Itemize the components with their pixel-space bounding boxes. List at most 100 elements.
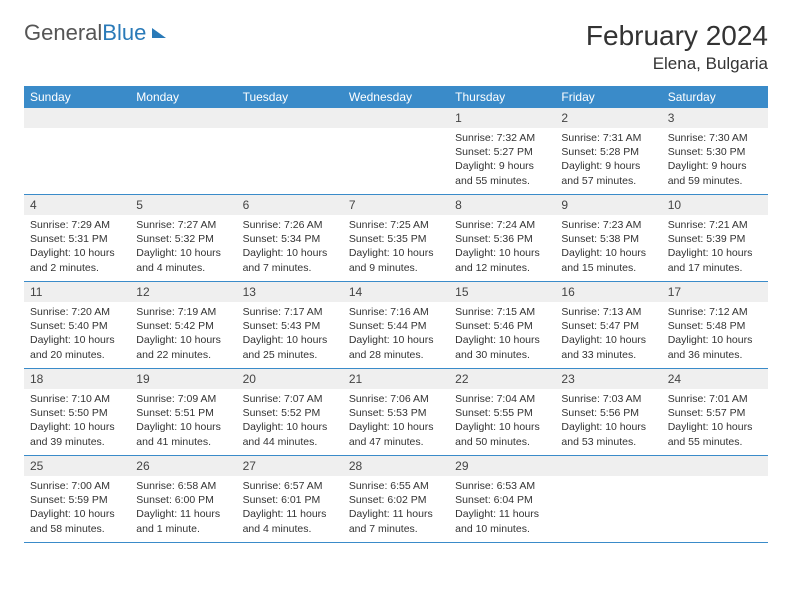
day-cell: 9Sunrise: 7:23 AMSunset: 5:38 PMDaylight…	[555, 195, 661, 281]
day-line: Daylight: 10 hours	[136, 420, 230, 434]
day-line: Sunrise: 7:29 AM	[30, 218, 124, 232]
day-body: Sunrise: 7:27 AMSunset: 5:32 PMDaylight:…	[130, 215, 236, 281]
day-cell: 16Sunrise: 7:13 AMSunset: 5:47 PMDayligh…	[555, 282, 661, 368]
day-number: 6	[237, 195, 343, 215]
day-body: Sunrise: 7:13 AMSunset: 5:47 PMDaylight:…	[555, 302, 661, 368]
day-line: and 39 minutes.	[30, 435, 124, 449]
day-number: 8	[449, 195, 555, 215]
logo-text: GeneralBlue	[24, 20, 146, 46]
day-line: and 7 minutes.	[349, 522, 443, 536]
logo-text-1: General	[24, 20, 102, 45]
day-line: Sunrise: 6:55 AM	[349, 479, 443, 493]
day-line: and 50 minutes.	[455, 435, 549, 449]
day-line: Daylight: 10 hours	[561, 246, 655, 260]
day-line: Sunset: 5:59 PM	[30, 493, 124, 507]
day-number: 11	[24, 282, 130, 302]
day-line: and 58 minutes.	[30, 522, 124, 536]
day-cell-empty	[237, 108, 343, 194]
day-number-empty	[662, 456, 768, 476]
week-row: 4Sunrise: 7:29 AMSunset: 5:31 PMDaylight…	[24, 195, 768, 282]
day-number: 22	[449, 369, 555, 389]
weekday-sat: Saturday	[662, 86, 768, 108]
day-line: Sunrise: 7:20 AM	[30, 305, 124, 319]
calendar: Sunday Monday Tuesday Wednesday Thursday…	[24, 86, 768, 543]
day-line: Sunrise: 7:26 AM	[243, 218, 337, 232]
day-line: and 22 minutes.	[136, 348, 230, 362]
day-line: Sunrise: 7:09 AM	[136, 392, 230, 406]
day-body: Sunrise: 7:01 AMSunset: 5:57 PMDaylight:…	[662, 389, 768, 455]
day-line: and 30 minutes.	[455, 348, 549, 362]
day-cell: 8Sunrise: 7:24 AMSunset: 5:36 PMDaylight…	[449, 195, 555, 281]
weekday-wed: Wednesday	[343, 86, 449, 108]
day-body: Sunrise: 7:24 AMSunset: 5:36 PMDaylight:…	[449, 215, 555, 281]
day-line: Daylight: 10 hours	[30, 507, 124, 521]
day-body: Sunrise: 7:23 AMSunset: 5:38 PMDaylight:…	[555, 215, 661, 281]
day-line: Daylight: 9 hours	[455, 159, 549, 173]
day-line: Daylight: 10 hours	[668, 420, 762, 434]
day-line: and 33 minutes.	[561, 348, 655, 362]
day-line: and 4 minutes.	[136, 261, 230, 275]
day-line: Daylight: 10 hours	[455, 420, 549, 434]
day-line: and 55 minutes.	[455, 174, 549, 188]
day-number-empty	[555, 456, 661, 476]
day-line: Sunrise: 6:57 AM	[243, 479, 337, 493]
day-line: Sunset: 5:27 PM	[455, 145, 549, 159]
day-cell: 4Sunrise: 7:29 AMSunset: 5:31 PMDaylight…	[24, 195, 130, 281]
day-line: Sunset: 5:48 PM	[668, 319, 762, 333]
day-line: Sunset: 5:34 PM	[243, 232, 337, 246]
day-number: 13	[237, 282, 343, 302]
weekday-fri: Friday	[555, 86, 661, 108]
day-line: Sunset: 5:52 PM	[243, 406, 337, 420]
day-number: 25	[24, 456, 130, 476]
day-line: Sunset: 5:57 PM	[668, 406, 762, 420]
day-line: Sunset: 5:50 PM	[30, 406, 124, 420]
day-line: Daylight: 10 hours	[136, 246, 230, 260]
day-line: Sunset: 5:28 PM	[561, 145, 655, 159]
day-line: and 10 minutes.	[455, 522, 549, 536]
day-line: Sunset: 5:30 PM	[668, 145, 762, 159]
day-line: Sunrise: 7:07 AM	[243, 392, 337, 406]
day-line: and 44 minutes.	[243, 435, 337, 449]
day-line: and 2 minutes.	[30, 261, 124, 275]
day-body: Sunrise: 7:17 AMSunset: 5:43 PMDaylight:…	[237, 302, 343, 368]
day-line: Daylight: 10 hours	[668, 333, 762, 347]
day-number: 12	[130, 282, 236, 302]
day-line: Daylight: 10 hours	[349, 420, 443, 434]
day-body: Sunrise: 6:55 AMSunset: 6:02 PMDaylight:…	[343, 476, 449, 542]
day-number: 2	[555, 108, 661, 128]
day-number: 27	[237, 456, 343, 476]
day-cell: 20Sunrise: 7:07 AMSunset: 5:52 PMDayligh…	[237, 369, 343, 455]
day-cell: 3Sunrise: 7:30 AMSunset: 5:30 PMDaylight…	[662, 108, 768, 194]
day-line: Sunrise: 7:24 AM	[455, 218, 549, 232]
day-body: Sunrise: 7:20 AMSunset: 5:40 PMDaylight:…	[24, 302, 130, 368]
day-line: Sunset: 5:51 PM	[136, 406, 230, 420]
day-line: Sunrise: 7:27 AM	[136, 218, 230, 232]
day-number: 14	[343, 282, 449, 302]
weekday-tue: Tuesday	[237, 86, 343, 108]
day-line: Daylight: 11 hours	[455, 507, 549, 521]
day-line: Sunset: 5:36 PM	[455, 232, 549, 246]
day-line: Sunset: 6:00 PM	[136, 493, 230, 507]
day-line: Daylight: 10 hours	[30, 246, 124, 260]
day-line: Daylight: 10 hours	[136, 333, 230, 347]
day-line: Daylight: 10 hours	[349, 333, 443, 347]
day-line: Daylight: 11 hours	[136, 507, 230, 521]
day-body: Sunrise: 7:30 AMSunset: 5:30 PMDaylight:…	[662, 128, 768, 194]
day-number: 23	[555, 369, 661, 389]
day-body: Sunrise: 7:15 AMSunset: 5:46 PMDaylight:…	[449, 302, 555, 368]
day-line: Sunset: 5:35 PM	[349, 232, 443, 246]
day-number-empty	[24, 108, 130, 128]
day-body: Sunrise: 6:53 AMSunset: 6:04 PMDaylight:…	[449, 476, 555, 542]
day-body: Sunrise: 7:00 AMSunset: 5:59 PMDaylight:…	[24, 476, 130, 542]
day-line: Sunset: 6:02 PM	[349, 493, 443, 507]
day-body: Sunrise: 7:16 AMSunset: 5:44 PMDaylight:…	[343, 302, 449, 368]
day-number: 5	[130, 195, 236, 215]
day-body: Sunrise: 7:31 AMSunset: 5:28 PMDaylight:…	[555, 128, 661, 194]
day-body: Sunrise: 7:03 AMSunset: 5:56 PMDaylight:…	[555, 389, 661, 455]
day-number: 29	[449, 456, 555, 476]
title-block: February 2024 Elena, Bulgaria	[586, 20, 768, 74]
day-body: Sunrise: 7:10 AMSunset: 5:50 PMDaylight:…	[24, 389, 130, 455]
day-line: and 28 minutes.	[349, 348, 443, 362]
day-cell: 25Sunrise: 7:00 AMSunset: 5:59 PMDayligh…	[24, 456, 130, 542]
day-body: Sunrise: 7:12 AMSunset: 5:48 PMDaylight:…	[662, 302, 768, 368]
